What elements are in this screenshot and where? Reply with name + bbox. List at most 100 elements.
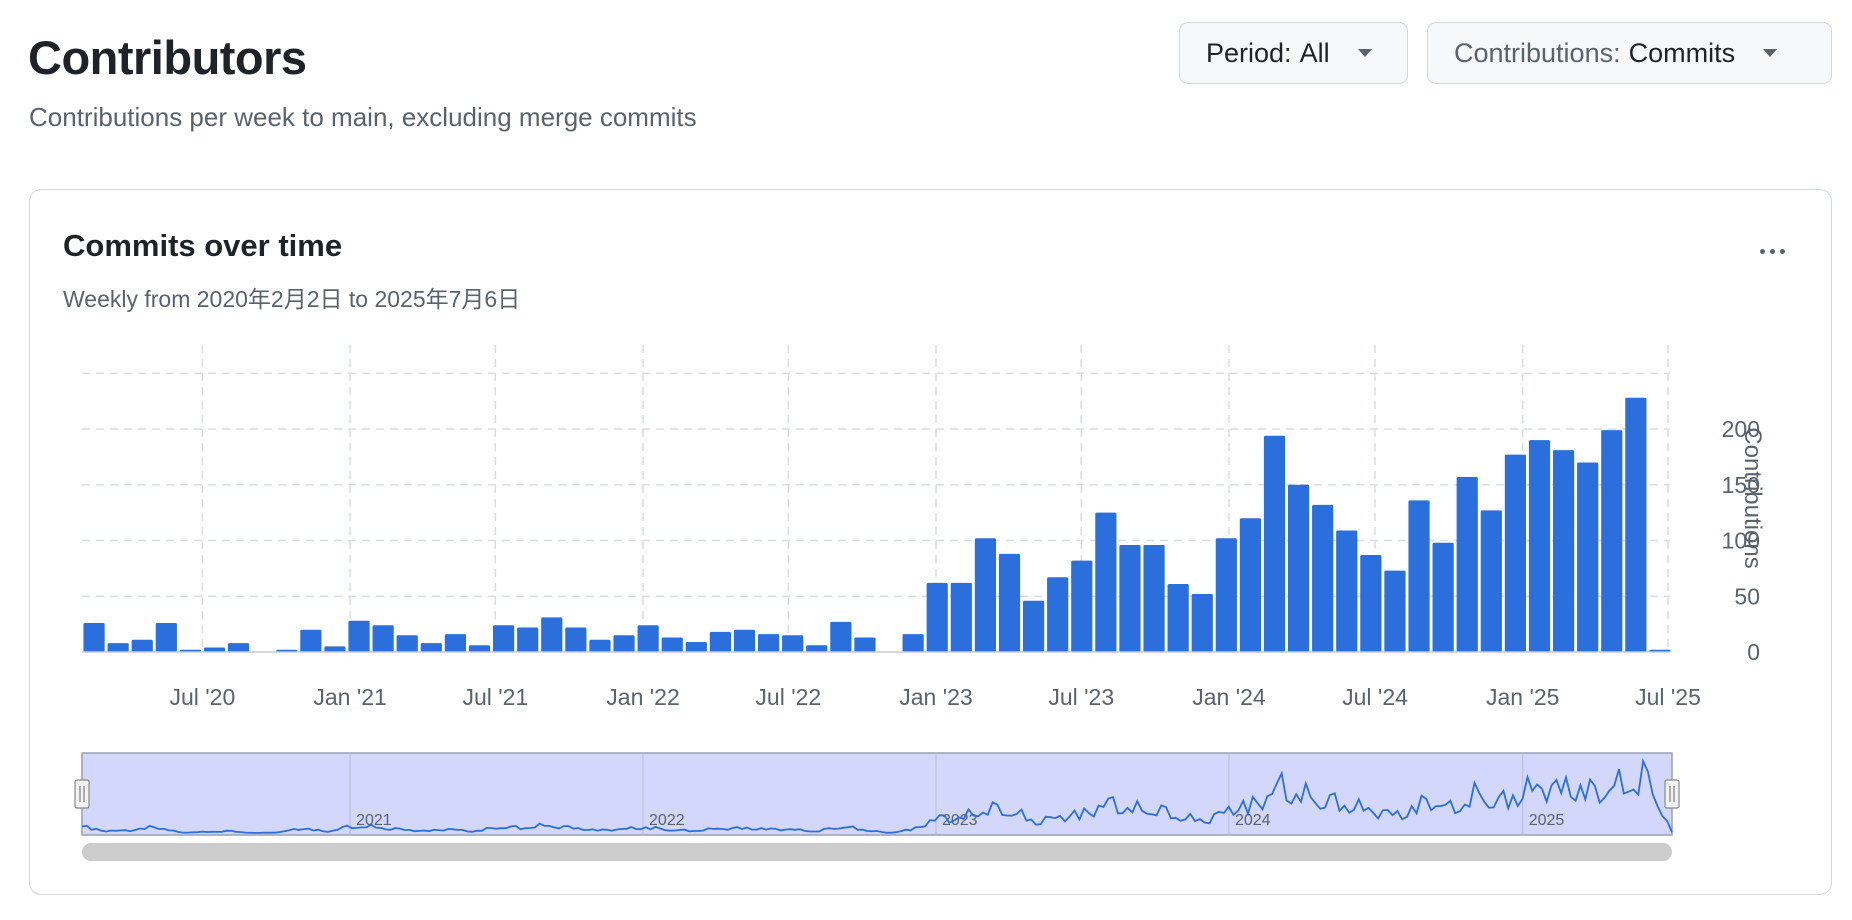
contributions-dropdown[interactable]: Contributions: Commits: [1427, 22, 1832, 84]
page-title: Contributors: [28, 31, 307, 84]
navigator-scrollbar[interactable]: [82, 843, 1672, 861]
x-tick-label: Jan '21: [313, 684, 386, 710]
bar: [155, 623, 177, 652]
period-dropdown-value: All: [1299, 37, 1330, 68]
x-tick-label: Jan '22: [606, 684, 679, 710]
y-axis-label: Contributions: [1739, 427, 1766, 568]
bar: [1119, 544, 1141, 652]
navigator-line: [81, 757, 1673, 834]
bar: [492, 625, 515, 652]
kebab-horizontal-icon[interactable]: [1750, 232, 1794, 270]
bar: [565, 627, 587, 652]
bar: [589, 639, 611, 652]
bar: [1239, 518, 1262, 652]
bar: [733, 629, 756, 652]
navigator-year-label: 2025: [1529, 812, 1565, 829]
bar: [203, 647, 226, 652]
bar: [444, 634, 467, 652]
bar: [854, 637, 876, 652]
bar: [1312, 504, 1334, 652]
x-tick-label: Jan '24: [1192, 684, 1266, 710]
bar: [372, 625, 394, 652]
bar: [1408, 500, 1430, 652]
y-tick-label: 50: [1734, 583, 1760, 609]
bar: [782, 635, 804, 652]
x-tick-label: Jul '25: [1635, 684, 1701, 710]
bar: [830, 621, 852, 652]
period-dropdown[interactable]: Period: All: [1179, 22, 1408, 84]
bar: [1528, 440, 1551, 652]
bar: [1480, 510, 1502, 652]
x-tick-label: Jan '23: [899, 684, 972, 710]
bar: [1601, 430, 1623, 652]
bar: [131, 639, 153, 652]
bar: [1504, 454, 1527, 652]
bar: [541, 617, 563, 652]
chart-subtitle: Weekly from 2020年2月2日 to 2025年7月6日: [63, 286, 521, 312]
bar: [348, 620, 370, 652]
bar: [974, 538, 997, 652]
bar: [1336, 530, 1358, 652]
y-tick-label: 150: [1722, 472, 1760, 498]
bar: [661, 637, 683, 652]
y-tick-label: 200: [1722, 416, 1760, 442]
bar: [1287, 484, 1310, 652]
bar: [1456, 476, 1478, 652]
bar: [637, 625, 659, 652]
bar: [1071, 560, 1093, 652]
bar: [324, 646, 346, 652]
navigator-year-label: 2023: [942, 812, 978, 829]
x-tick-label: Jul '23: [1048, 684, 1114, 710]
contributions-dropdown-value: Commits: [1628, 37, 1736, 68]
chevron-down-icon: [1357, 49, 1372, 57]
navigator-left-handle[interactable]: [74, 779, 90, 809]
bar: [806, 645, 828, 652]
bar: [1215, 538, 1237, 652]
navigator-range[interactable]: [81, 752, 1673, 836]
bar: [1167, 583, 1189, 652]
y-tick-label: 0: [1747, 639, 1760, 665]
bar: [468, 645, 491, 652]
chart-title: Commits over time: [63, 228, 343, 263]
bar: [1384, 570, 1406, 652]
bar: [227, 643, 250, 652]
navigator-year-label: 2024: [1235, 812, 1271, 829]
x-tick-label: Jul '24: [1342, 684, 1408, 710]
bar: [709, 631, 732, 652]
bar: [1143, 544, 1165, 652]
x-tick-label: Jul '21: [462, 684, 528, 710]
bar: [998, 553, 1021, 652]
bar: [1552, 450, 1575, 652]
navigator-right-handle[interactable]: [1664, 779, 1680, 809]
bar: [1095, 512, 1117, 652]
page-subtitle: Contributions per week to main, excludin…: [29, 102, 697, 132]
bar: [613, 635, 635, 652]
bar: [83, 623, 105, 652]
bar: [300, 629, 322, 652]
navigator-year-label: 2022: [649, 812, 685, 829]
bar: [950, 582, 972, 652]
y-tick-label: 100: [1722, 528, 1760, 554]
period-dropdown-key: Period:: [1206, 37, 1292, 68]
x-tick-label: Jul '20: [170, 684, 236, 710]
bar: [420, 643, 442, 652]
bar: [1022, 600, 1045, 652]
bar: [396, 635, 418, 652]
bar: [1047, 577, 1069, 652]
bar: [685, 641, 707, 652]
chevron-down-icon: [1763, 49, 1778, 57]
bar: [902, 634, 924, 652]
bar: [926, 582, 948, 652]
bar: [107, 643, 129, 652]
bar: [1263, 435, 1286, 652]
bar: [1432, 542, 1454, 652]
contributions-dropdown-key: Contributions:: [1454, 37, 1621, 68]
bar: [1360, 554, 1382, 652]
bar: [1191, 594, 1213, 652]
bar: [757, 634, 780, 652]
x-tick-label: Jan '25: [1486, 684, 1559, 710]
bar: [1625, 397, 1647, 652]
bar: [517, 627, 539, 652]
x-tick-label: Jul '22: [755, 684, 821, 710]
